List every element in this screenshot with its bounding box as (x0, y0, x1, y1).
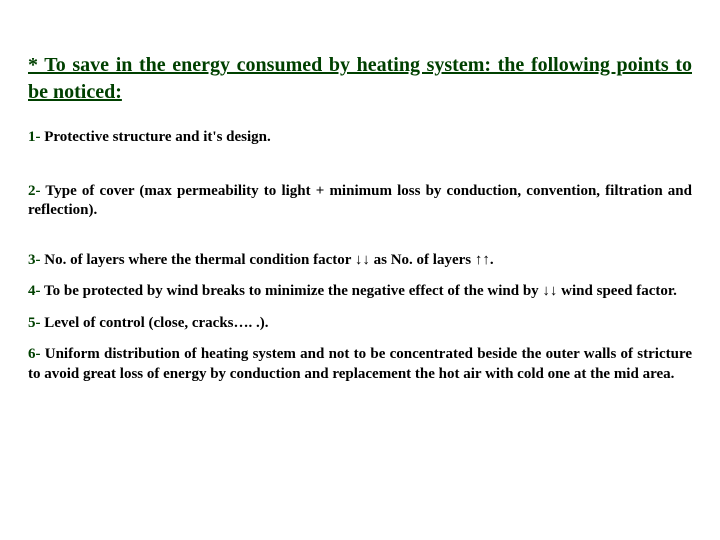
item-text: Level of control (close, cracks…. .). (41, 315, 269, 331)
item-text: To be protected by wind breaks to minimi… (41, 283, 677, 299)
item-number: 5- (28, 315, 41, 331)
item-number: 1- (28, 129, 41, 145)
list-item: 2- Type of cover (max permeability to li… (28, 182, 692, 221)
item-text: Uniform distribution of heating system a… (28, 346, 692, 382)
item-text: No. of layers where the thermal conditio… (41, 252, 494, 268)
list-item: 4- To be protected by wind breaks to min… (28, 282, 692, 302)
item-text: Type of cover (max permeability to light… (28, 183, 692, 219)
item-number: 6- (28, 346, 41, 362)
list-item: 5- Level of control (close, cracks…. .). (28, 314, 692, 334)
list-item: 3- No. of layers where the thermal condi… (28, 251, 692, 271)
heading: * To save in the energy consumed by heat… (28, 52, 692, 106)
item-number: 3- (28, 252, 41, 268)
item-text: Protective structure and it's design. (41, 129, 271, 145)
item-number: 4- (28, 283, 41, 299)
list-item: 1- Protective structure and it's design. (28, 128, 692, 148)
list-item: 6- Uniform distribution of heating syste… (28, 345, 692, 384)
item-number: 2- (28, 183, 41, 199)
